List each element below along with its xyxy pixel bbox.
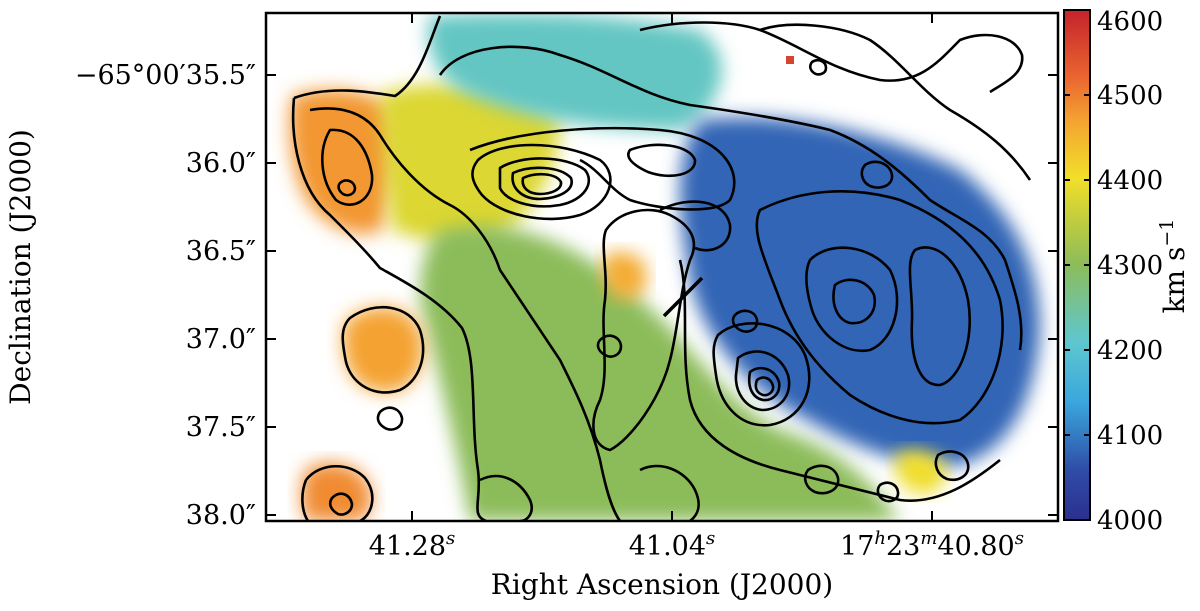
velocity-region bbox=[428, 13, 722, 130]
velocity-region bbox=[342, 307, 424, 393]
x-tick-label: 17h23m40.80s bbox=[840, 528, 1024, 562]
contour-bottom-middle bbox=[479, 464, 700, 521]
contour-top-right-2 bbox=[639, 21, 1024, 94]
tick-marks bbox=[266, 13, 1058, 521]
colorbar-tick-label: 4600 bbox=[1097, 7, 1163, 37]
x-axis-title: Right Ascension (J2000) bbox=[491, 568, 833, 601]
contour-small-ring-6 bbox=[376, 406, 404, 431]
velocity-region-accent bbox=[786, 56, 794, 64]
velocity-region bbox=[420, 225, 900, 521]
plot-frame bbox=[264, 11, 1060, 523]
colorbar-tick-label: 4000 bbox=[1097, 506, 1163, 536]
contour-east-inner-3 bbox=[908, 246, 972, 387]
contour-east-outer bbox=[755, 189, 1004, 425]
slit-marker bbox=[662, 276, 704, 318]
y-tick-label: 36.0″ bbox=[186, 148, 256, 179]
contour-central-peak-2 bbox=[498, 157, 591, 208]
contour-dot-1 bbox=[808, 58, 828, 76]
colorbar-tick-label: 4100 bbox=[1097, 421, 1163, 451]
contour-south-outer bbox=[678, 259, 1001, 502]
y-axis-title: Declination (J2000) bbox=[4, 129, 37, 405]
contour-blob-southwest bbox=[341, 305, 425, 394]
velocity-region bbox=[895, 449, 946, 494]
contour-hole-center-2 bbox=[659, 200, 732, 252]
y-tick-label: 38.0″ bbox=[186, 500, 256, 531]
contour-south-peak-1 bbox=[712, 322, 811, 427]
velocity-region-accent bbox=[301, 463, 372, 521]
x-axis-tick-labels: 41.28s 41.04s 17h23m40.80s bbox=[369, 528, 1024, 562]
contour-small-ring-5 bbox=[596, 334, 623, 358]
colorbar-tick-label: 4300 bbox=[1097, 251, 1163, 281]
contour-central-peak-3 bbox=[511, 166, 573, 201]
contour-small-ring-4 bbox=[876, 481, 900, 503]
colorbar-tick-label: 4500 bbox=[1097, 81, 1163, 111]
contour-inner-west bbox=[309, 107, 622, 521]
y-tick-label: −65°00′35.5″ bbox=[75, 60, 256, 91]
contour-south-peak-4 bbox=[754, 376, 775, 397]
contour-top-right bbox=[759, 23, 1032, 181]
x-tick-label: 41.04s bbox=[629, 528, 716, 562]
contour-north-small bbox=[627, 143, 697, 178]
y-axis-tick-labels: −65°00′35.5″ 36.0″ 36.5″ 37.0″ 37.5″ 38.… bbox=[75, 60, 256, 531]
contour-small-ring-3 bbox=[803, 464, 840, 495]
colorbar-label: km s−1 bbox=[1156, 219, 1191, 314]
contour-knot bbox=[337, 179, 357, 197]
contour-hole-center bbox=[592, 208, 696, 452]
contour-east-inner-2 bbox=[832, 278, 877, 325]
contour-small-ring-7 bbox=[860, 160, 894, 189]
colorbar: 4000 4100 4200 4300 4400 4500 4600 km s−… bbox=[1063, 7, 1191, 536]
y-tick-label: 36.5″ bbox=[186, 236, 256, 267]
velocity-region bbox=[380, 84, 560, 243]
contour-outer-west bbox=[291, 15, 487, 521]
contour-south-peak-3 bbox=[747, 366, 781, 402]
contour-small-ring-1 bbox=[731, 309, 759, 333]
contour-east-inner-1 bbox=[805, 246, 899, 353]
contour-blob-bottomleft-2 bbox=[328, 492, 354, 516]
y-tick-label: 37.5″ bbox=[186, 412, 256, 443]
y-tick-label: 37.0″ bbox=[186, 324, 256, 355]
contour-central-peak-4 bbox=[521, 172, 563, 196]
contour-small-ring-2 bbox=[934, 450, 970, 482]
contour-central-peak-1 bbox=[471, 143, 612, 221]
contour-blob-bottomleft bbox=[301, 465, 374, 521]
x-tick-label: 41.28s bbox=[369, 528, 456, 562]
colorbar-tick-label: 4200 bbox=[1097, 336, 1163, 366]
contour-north-outer bbox=[438, 45, 1023, 351]
contour-south-peak-2 bbox=[734, 350, 791, 412]
flux-contours bbox=[291, 15, 1032, 521]
velocity-region bbox=[603, 252, 647, 300]
colorbar-tick-label: 4400 bbox=[1097, 166, 1163, 196]
contour-north-lobe bbox=[469, 126, 736, 211]
contour-inner-west-2 bbox=[320, 128, 374, 206]
